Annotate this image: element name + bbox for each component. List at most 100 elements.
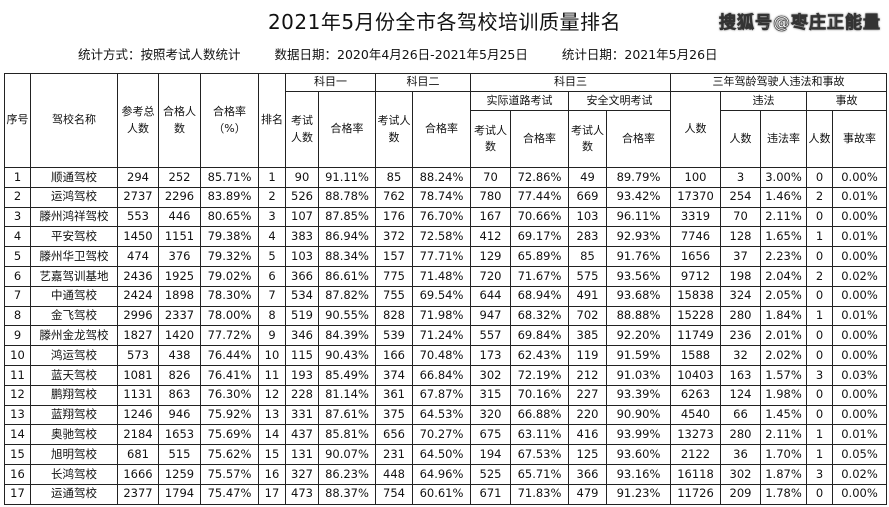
table-cell: 71.83%	[510, 483, 569, 505]
table-cell: 2	[258, 186, 286, 208]
watermark: 搜狐号@枣庄正能量	[719, 13, 881, 34]
table-cell: 10	[258, 345, 286, 366]
table-cell: 69.84%	[510, 325, 569, 347]
table-cell: 324	[720, 285, 761, 307]
table-cell: 1.70%	[760, 444, 807, 465]
table-cell: 0.00%	[832, 206, 887, 228]
header-violation: 违法	[720, 91, 807, 111]
table-cell: 385	[568, 325, 607, 347]
table-cell: 68.94%	[510, 285, 569, 307]
table-row: 2 运鸿驾校 2737 2296 83.89% 2 526 88.78% 762 78.74% 78…	[4, 186, 887, 208]
table-cell: 9	[258, 325, 286, 347]
table-cell: 1.78%	[760, 483, 807, 505]
table-cell: 90.07%	[318, 444, 376, 465]
header-road: 实际道路考试	[470, 91, 569, 111]
table-cell: 71.24%	[412, 325, 471, 347]
table-cell: 75.57%	[200, 463, 259, 485]
table-cell: 1.65%	[760, 226, 807, 248]
table-cell: 0	[806, 483, 833, 505]
table-cell: 194	[470, 444, 511, 465]
table-cell: 4	[4, 226, 31, 248]
table-cell: 828	[375, 305, 413, 327]
table-cell: 78.74%	[412, 186, 471, 208]
table-cell: 0.00%	[832, 167, 887, 188]
table-cell: 167	[470, 206, 511, 228]
table-cell: 366	[285, 265, 319, 287]
table-cell: 2296	[158, 186, 201, 208]
table-cell: 85.81%	[318, 424, 376, 446]
table-cell: 438	[158, 345, 201, 366]
table-cell: 1	[258, 167, 286, 188]
table-row: 13 蓝翔驾校 1246 946 75.92% 13 331 87.61% 375 64.53% 3…	[4, 404, 887, 426]
table-cell: 15228	[670, 305, 721, 327]
table-cell: 13273	[670, 424, 721, 446]
table-cell: 0.02%	[832, 265, 887, 287]
table-cell: 滕州鸿祥驾校	[30, 206, 118, 228]
table-cell: 85.49%	[318, 364, 376, 386]
table-cell: 16118	[670, 463, 721, 485]
table-cell: 91.03%	[606, 364, 671, 386]
table-cell: 2377	[117, 483, 159, 505]
table-cell: 280	[720, 424, 761, 446]
table-cell: 437	[285, 424, 319, 446]
header-subject2: 科目二	[375, 73, 471, 92]
table-cell: 10	[4, 345, 31, 366]
table-cell: 65.89%	[510, 246, 569, 267]
table-cell: 88.24%	[412, 167, 471, 188]
table-cell: 平安驾校	[30, 226, 118, 248]
table-cell: 755	[375, 285, 413, 307]
table-cell: 656	[375, 424, 413, 446]
table-cell: 66	[720, 404, 761, 426]
table-cell: 66.88%	[510, 404, 569, 426]
table-cell: 88.34%	[318, 246, 376, 267]
table-cell: 780	[470, 186, 511, 208]
table-cell: 75.47%	[200, 483, 259, 505]
table-cell: 412	[470, 226, 511, 248]
table-cell: 63.11%	[510, 424, 569, 446]
header-road-count: 考试人数	[470, 110, 511, 168]
table-cell: 17	[4, 483, 31, 505]
table-cell: 91.76%	[606, 246, 671, 267]
header-accident-people: 人数	[806, 110, 833, 168]
header-total: 参考总人数	[117, 73, 159, 168]
table-cell: 79.02%	[200, 265, 259, 287]
table-cell: 78.00%	[200, 305, 259, 327]
table-cell: 66.84%	[412, 364, 471, 386]
table-cell: 13	[4, 404, 31, 426]
table-cell: 13	[258, 404, 286, 426]
table-cell: 573	[117, 345, 159, 366]
table-cell: 129	[470, 246, 511, 267]
table-cell: 473	[285, 483, 319, 505]
table-cell: 中通驾校	[30, 285, 118, 307]
table-cell: 1666	[117, 463, 159, 485]
table-cell: 76.70%	[412, 206, 471, 228]
table-cell: 372	[375, 226, 413, 248]
table-cell: 209	[720, 483, 761, 505]
table-cell: 644	[470, 285, 511, 307]
header-accident-rate: 事故率	[832, 110, 887, 168]
table-cell: 93.60%	[606, 444, 671, 465]
table-cell: 320	[470, 404, 511, 426]
table-cell: 3319	[670, 206, 721, 228]
table-cell: 157	[375, 246, 413, 267]
table-cell: 0	[806, 285, 833, 307]
table-cell: 69.54%	[412, 285, 471, 307]
table-cell: 0	[806, 167, 833, 188]
table-cell: 93.16%	[606, 463, 671, 485]
table-cell: 88.88%	[606, 305, 671, 327]
table-cell: 100	[670, 167, 721, 188]
ranking-table: 序号 驾校名称 参考总人数 合格人数 合格率（%） 排名 科目一 科目二 科目三…	[4, 73, 887, 505]
table-cell: 鸿运驾校	[30, 345, 118, 366]
table-cell: 0.01%	[832, 424, 887, 446]
table-cell: 0	[806, 206, 833, 228]
table-cell: 87.61%	[318, 404, 376, 426]
table-cell: 11726	[670, 483, 721, 505]
table-row: 15 旭明驾校 681 515 75.62% 15 131 90.07% 231 64.50% 19…	[4, 444, 887, 465]
table-cell: 681	[117, 444, 159, 465]
table-cell: 2	[4, 186, 31, 208]
table-cell: 2	[806, 186, 833, 208]
table-cell: 2436	[117, 265, 159, 287]
table-cell: 14	[258, 424, 286, 446]
header-road-rate: 合格率	[510, 110, 569, 168]
table-cell: 416	[568, 424, 607, 446]
